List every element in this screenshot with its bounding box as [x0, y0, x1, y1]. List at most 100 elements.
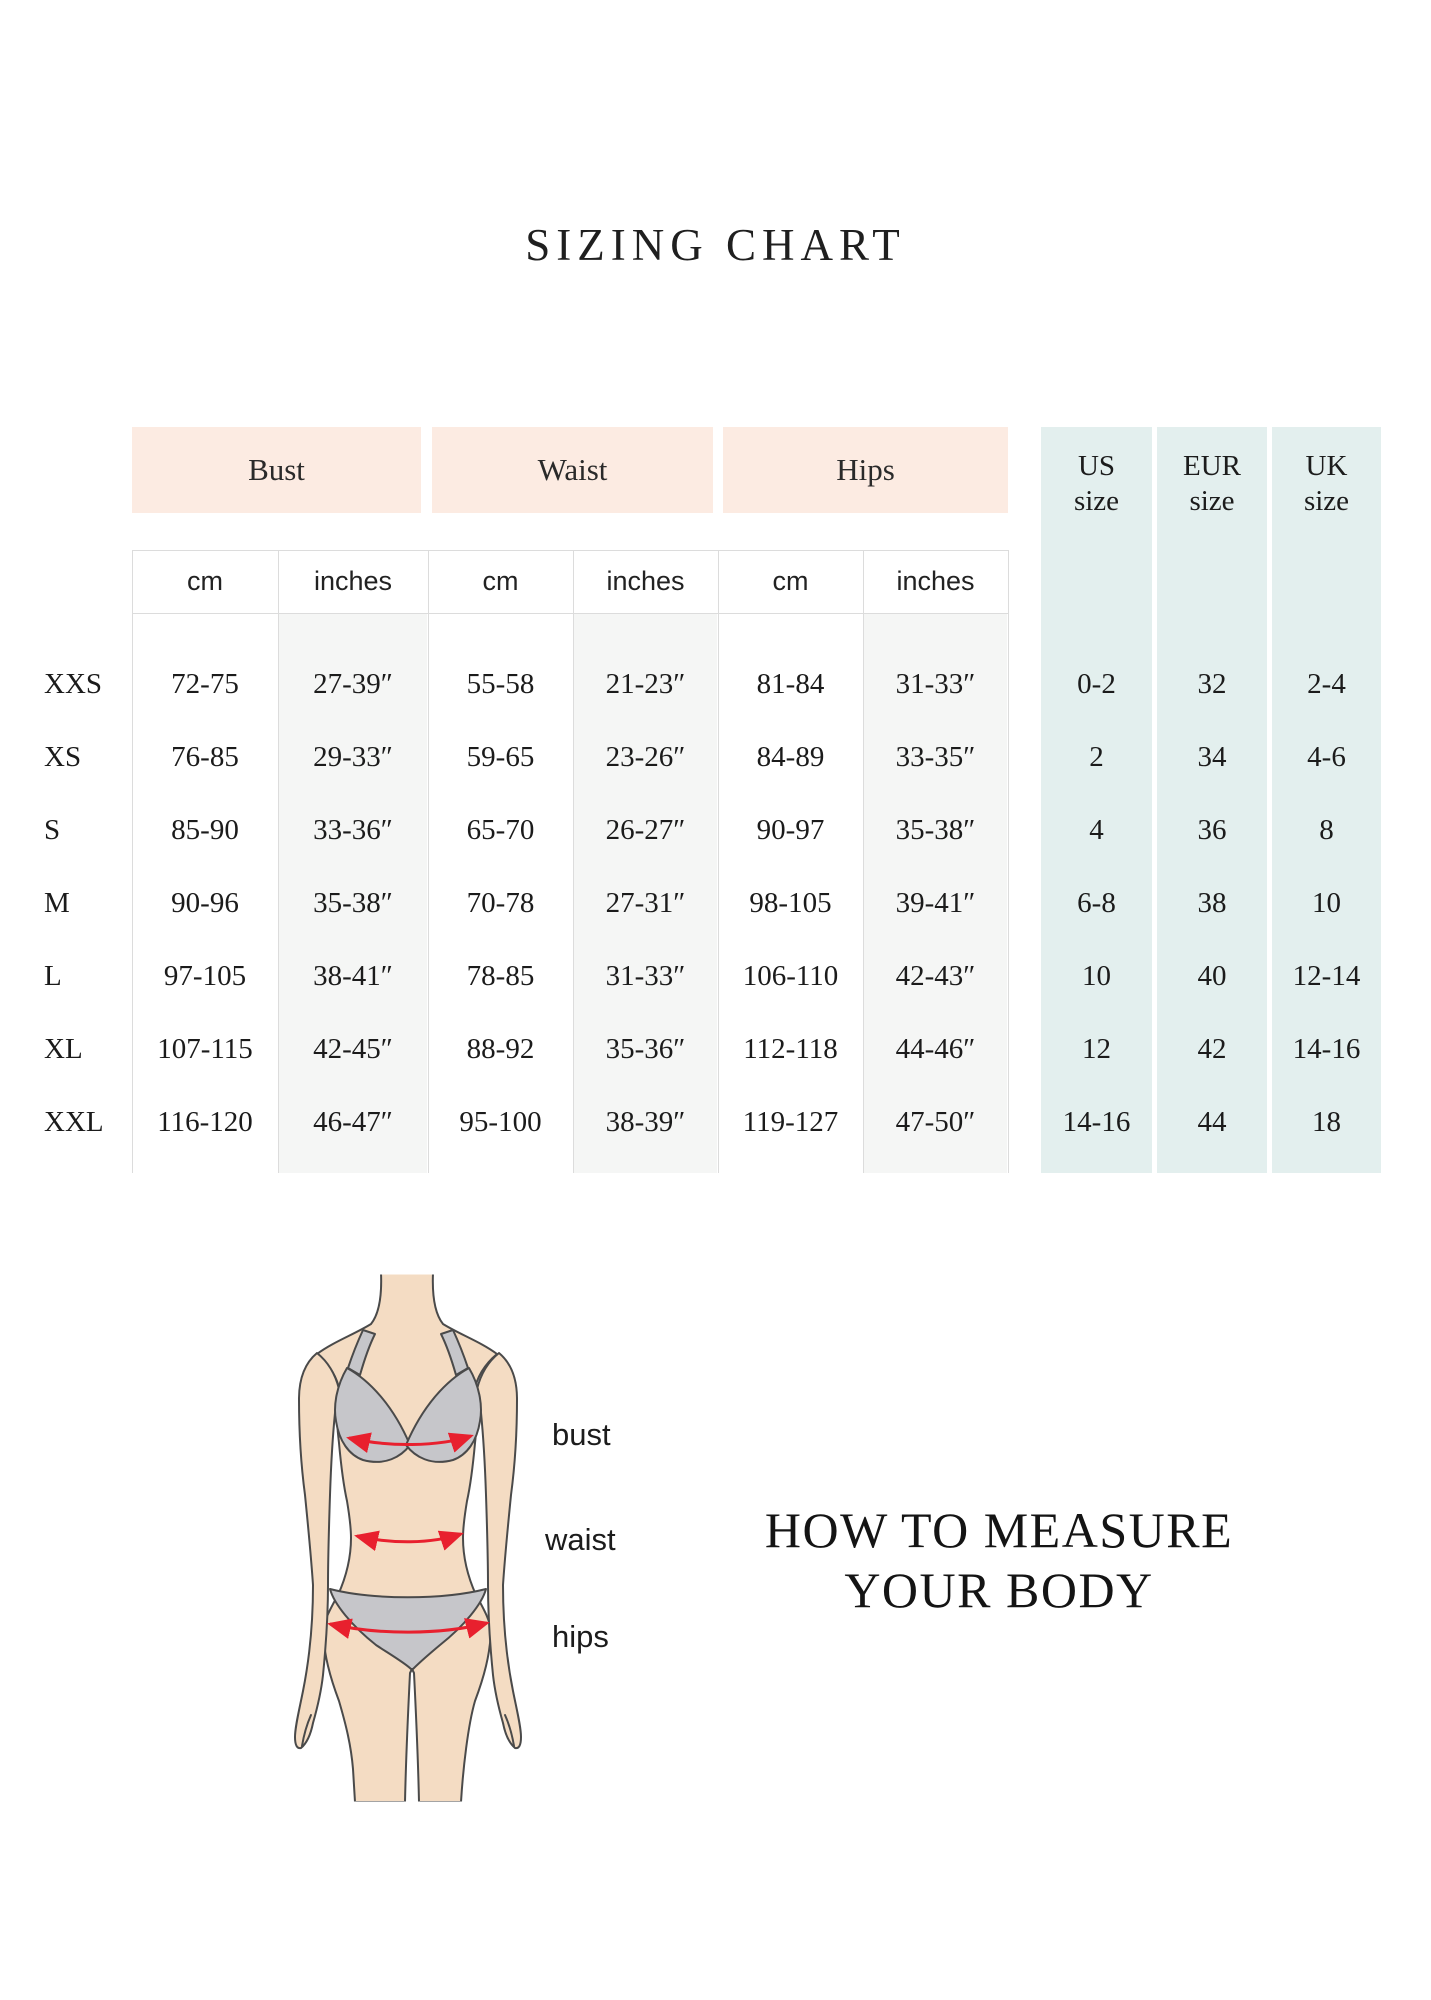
size-label-cell: XXL [44, 1106, 104, 1138]
torso-shape [316, 1273, 498, 1803]
table-row: XXL 116-120 46-47″ 95-100 38-39″ 119-127… [0, 1086, 1431, 1159]
waist-cm-cell: 88-92 [466, 1033, 535, 1065]
waist-inches-cell: 23-26″ [605, 741, 686, 773]
bust-inches-cell: 35-38″ [313, 887, 393, 919]
us-size-cell: 2 [1089, 741, 1104, 773]
right-arm-shape [476, 1352, 522, 1750]
uk-size-cell: 12-14 [1292, 960, 1361, 992]
waist-inches-cell: 35-36″ [605, 1033, 686, 1065]
hips-inches-cell: 42-43″ [895, 960, 976, 992]
bust-inches-band [279, 613, 427, 1173]
hips-figure-label: hips [552, 1619, 609, 1654]
uk-size-cell: 10 [1312, 887, 1341, 919]
bust-inches-cell: 33-36″ [313, 814, 393, 846]
us-size-header-line1: US [1077, 450, 1116, 482]
eur-size-header-line2: size [1189, 485, 1235, 517]
bust-inches-header: inches [313, 566, 393, 596]
bust-cm-cell: 90-96 [171, 887, 239, 919]
grid-line [278, 550, 279, 1173]
left-arm-shape [294, 1352, 340, 1750]
bust-inches-cell: 46-47″ [313, 1106, 393, 1138]
eur-size-cell: 36 [1197, 814, 1227, 846]
left-hand-finger-line [301, 1714, 312, 1747]
bust-cm-cell: 107-115 [157, 1033, 253, 1065]
bust-cm-cell: 85-90 [171, 814, 239, 846]
bust-cm-cell: 76-85 [171, 741, 239, 773]
legs-crop-mask [293, 1801, 523, 1805]
us-size-cell: 0-2 [1077, 668, 1116, 700]
waist-inches-cell: 21-23″ [605, 668, 686, 700]
table-row: L 97-105 38-41″ 78-85 31-33″ 106-110 42-… [0, 940, 1431, 1013]
hips-cm-cell: 98-105 [749, 887, 832, 919]
waist-header: Waist [432, 427, 713, 513]
waist-cm-cell: 55-58 [466, 668, 535, 700]
bust-cm-cell: 116-120 [157, 1106, 253, 1138]
subheader-bottom-line [132, 613, 1009, 614]
bikini-strap-left [347, 1329, 376, 1376]
bust-measure-arrow [346, 1432, 474, 1453]
eur-size-cell: 38 [1197, 887, 1227, 919]
us-size-column: US size [1041, 427, 1152, 1173]
hips-inches-band [864, 613, 1007, 1173]
waist-measure-arrow [354, 1530, 464, 1552]
bust-cm-header: cm [187, 566, 223, 596]
hips-inches-cell: 39-41″ [895, 887, 976, 919]
uk-size-header-line2: size [1303, 485, 1350, 517]
hips-cm-header: cm [772, 566, 809, 596]
uk-size-cell: 2-4 [1307, 668, 1346, 700]
waist-cm-header: cm [482, 566, 519, 596]
neck-crop-mask [373, 1273, 443, 1275]
hips-inches-cell: 35-38″ [895, 814, 976, 846]
bust-cm-cell: 97-105 [163, 960, 247, 992]
hips-inches-header: inches [896, 566, 975, 596]
hips-cm-cell: 90-97 [756, 814, 825, 846]
subheader-top-line [132, 550, 1009, 551]
page-title: SIZING CHART [525, 220, 906, 270]
waist-inches-header: inches [606, 566, 685, 596]
waist-figure-label: waist [545, 1522, 616, 1557]
right-hand-finger-line [504, 1714, 515, 1747]
waist-cm-cell: 70-78 [466, 887, 535, 919]
bust-figure-label: bust [552, 1417, 611, 1452]
uk-size-cell: 14-16 [1292, 1033, 1361, 1065]
size-label-cell: XL [44, 1033, 83, 1065]
us-size-cell: 6-8 [1077, 887, 1116, 919]
waist-inches-cell: 38-39″ [605, 1106, 686, 1138]
waist-cm-cell: 95-100 [459, 1106, 542, 1138]
us-size-cell: 12 [1082, 1033, 1111, 1065]
size-label-cell: XS [44, 741, 82, 773]
uk-size-column: UK size [1272, 427, 1381, 1173]
uk-size-cell: 8 [1319, 814, 1334, 846]
grid-line [132, 550, 133, 1173]
table-row: XL 107-115 42-45″ 88-92 35-36″ 112-118 4… [0, 1013, 1431, 1086]
us-size-header-line2: size [1073, 485, 1120, 517]
waist-cm-cell: 59-65 [466, 741, 535, 773]
uk-size-cell: 4-6 [1307, 741, 1346, 773]
hips-inches-cell: 44-46″ [895, 1033, 976, 1065]
grid-line [718, 550, 719, 1173]
eur-size-cell: 44 [1197, 1106, 1227, 1138]
hips-cm-cell: 112-118 [743, 1033, 838, 1065]
waist-inches-cell: 31-33″ [605, 960, 686, 992]
grid-line [863, 550, 864, 1173]
eur-size-cell: 40 [1197, 960, 1227, 992]
grid-line [428, 550, 429, 1173]
waist-inches-band [574, 613, 717, 1173]
bikini-strap-right [440, 1329, 469, 1376]
bust-inches-cell: 38-41″ [313, 960, 393, 992]
bust-cm-cell: 72-75 [171, 668, 239, 700]
us-size-cell: 10 [1082, 960, 1111, 992]
uk-size-header-line1: UK [1305, 450, 1348, 482]
us-size-cell: 4 [1089, 814, 1104, 846]
size-label-cell: L [44, 960, 62, 992]
grid-line [1008, 550, 1009, 1173]
hips-inches-cell: 47-50″ [895, 1106, 976, 1138]
hips-inches-cell: 31-33″ [895, 668, 976, 700]
how-to-measure-line1: HOW TO MEASURE [764, 1502, 1234, 1558]
grid-line [573, 550, 574, 1173]
how-to-measure-line2: YOUR BODY [844, 1562, 1154, 1618]
hips-inches-cell: 33-35″ [895, 741, 976, 773]
waist-cm-cell: 65-70 [466, 814, 535, 846]
size-label-cell: XXS [44, 668, 103, 700]
